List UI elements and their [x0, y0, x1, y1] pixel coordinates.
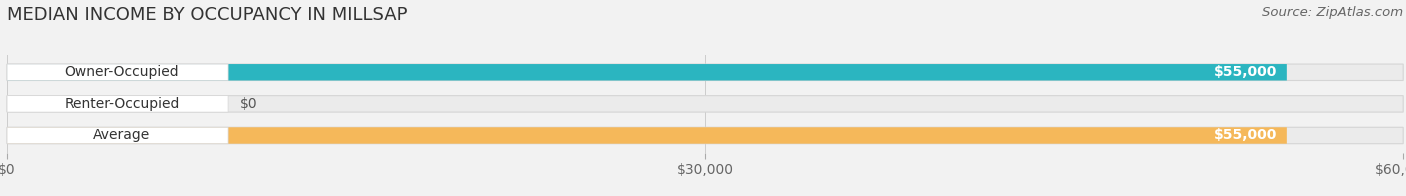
FancyBboxPatch shape [7, 127, 228, 144]
FancyBboxPatch shape [7, 127, 1403, 144]
FancyBboxPatch shape [7, 64, 1286, 81]
FancyBboxPatch shape [7, 127, 1286, 144]
Text: $55,000: $55,000 [1215, 129, 1278, 142]
FancyBboxPatch shape [7, 64, 228, 81]
FancyBboxPatch shape [7, 64, 1403, 81]
Text: $0: $0 [240, 97, 257, 111]
Text: Source: ZipAtlas.com: Source: ZipAtlas.com [1263, 6, 1403, 19]
FancyBboxPatch shape [7, 96, 228, 112]
Text: Average: Average [93, 129, 150, 142]
Text: Renter-Occupied: Renter-Occupied [65, 97, 180, 111]
Text: MEDIAN INCOME BY OCCUPANCY IN MILLSAP: MEDIAN INCOME BY OCCUPANCY IN MILLSAP [7, 6, 408, 24]
FancyBboxPatch shape [7, 96, 1403, 112]
Text: $55,000: $55,000 [1215, 65, 1278, 79]
Text: Owner-Occupied: Owner-Occupied [65, 65, 180, 79]
